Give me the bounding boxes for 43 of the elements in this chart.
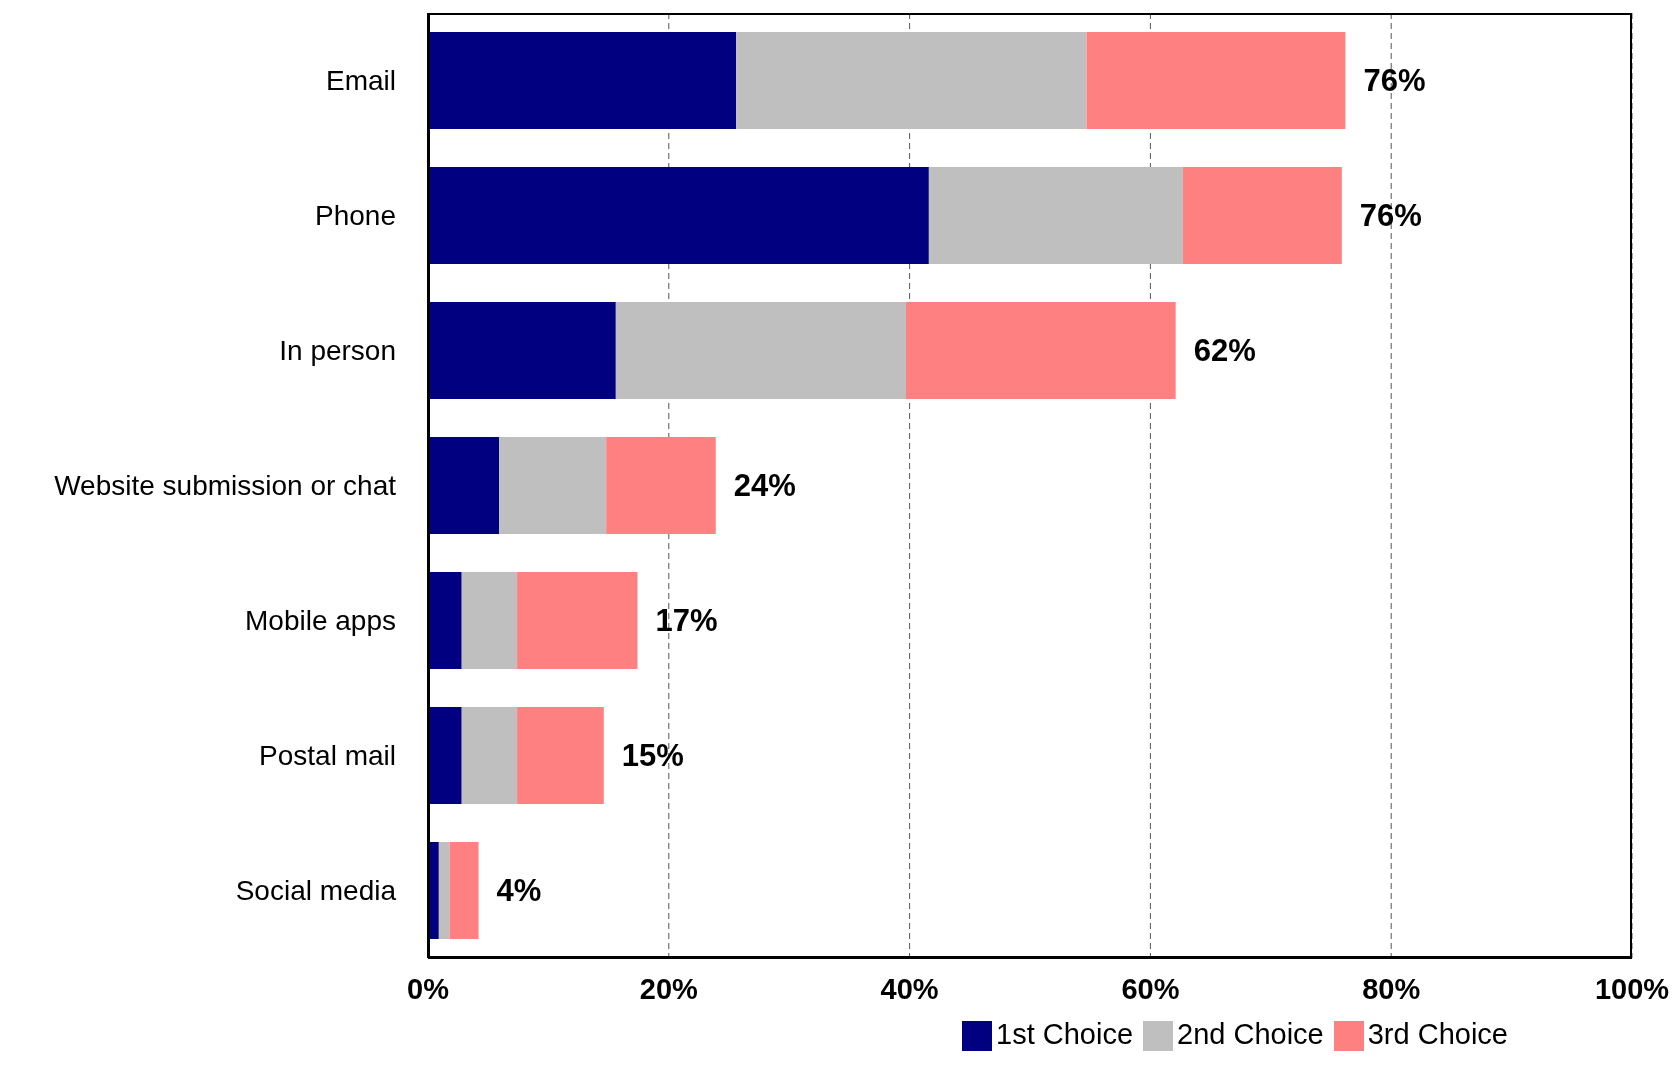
bar [928, 166, 1183, 264]
bar [428, 166, 929, 264]
bar [438, 841, 450, 939]
x-tick-label: 0% [407, 972, 450, 1005]
y-tick-label: Mobile apps [245, 605, 396, 637]
bar [606, 436, 716, 534]
bar [517, 571, 638, 669]
bar [428, 571, 462, 669]
y-tick-label: Postal mail [259, 740, 396, 772]
total-label: 62% [1193, 332, 1256, 368]
bar [1086, 31, 1346, 129]
bar [428, 31, 737, 129]
bar [428, 436, 500, 534]
bar [736, 31, 1087, 129]
x-tick-label: 40% [880, 972, 939, 1005]
y-tick-label: Social media [235, 875, 397, 907]
x-tick-label: 60% [1121, 972, 1180, 1005]
total-label: 17% [655, 602, 718, 638]
bar [461, 706, 518, 804]
x-tick-label: 20% [639, 972, 699, 1005]
y-tick-label: Phone [315, 200, 396, 232]
legend-label: 1st Choice [996, 1018, 1134, 1050]
y-tick-label: In person [279, 335, 396, 367]
y-tick-label: Website submission or chat [54, 470, 397, 502]
bar [1182, 166, 1342, 264]
total-label: 15% [621, 737, 684, 773]
y-tick-label: Email [325, 65, 396, 97]
total-label: 4% [496, 872, 542, 908]
x-tick-label: 100% [1594, 972, 1670, 1005]
bar [615, 301, 906, 399]
bar [449, 841, 479, 939]
total-label: 76% [1363, 62, 1426, 98]
bar [461, 571, 518, 669]
bar [905, 301, 1176, 399]
bar [428, 301, 616, 399]
bar [499, 436, 607, 534]
bar [428, 706, 462, 804]
legend-label: 3rd Choice [1367, 1018, 1508, 1050]
bar [517, 706, 604, 804]
total-label: 24% [733, 467, 796, 503]
x-tick-label: 80% [1362, 972, 1421, 1005]
legend-label: 2nd Choice [1177, 1018, 1324, 1050]
total-label: 76% [1359, 197, 1422, 233]
